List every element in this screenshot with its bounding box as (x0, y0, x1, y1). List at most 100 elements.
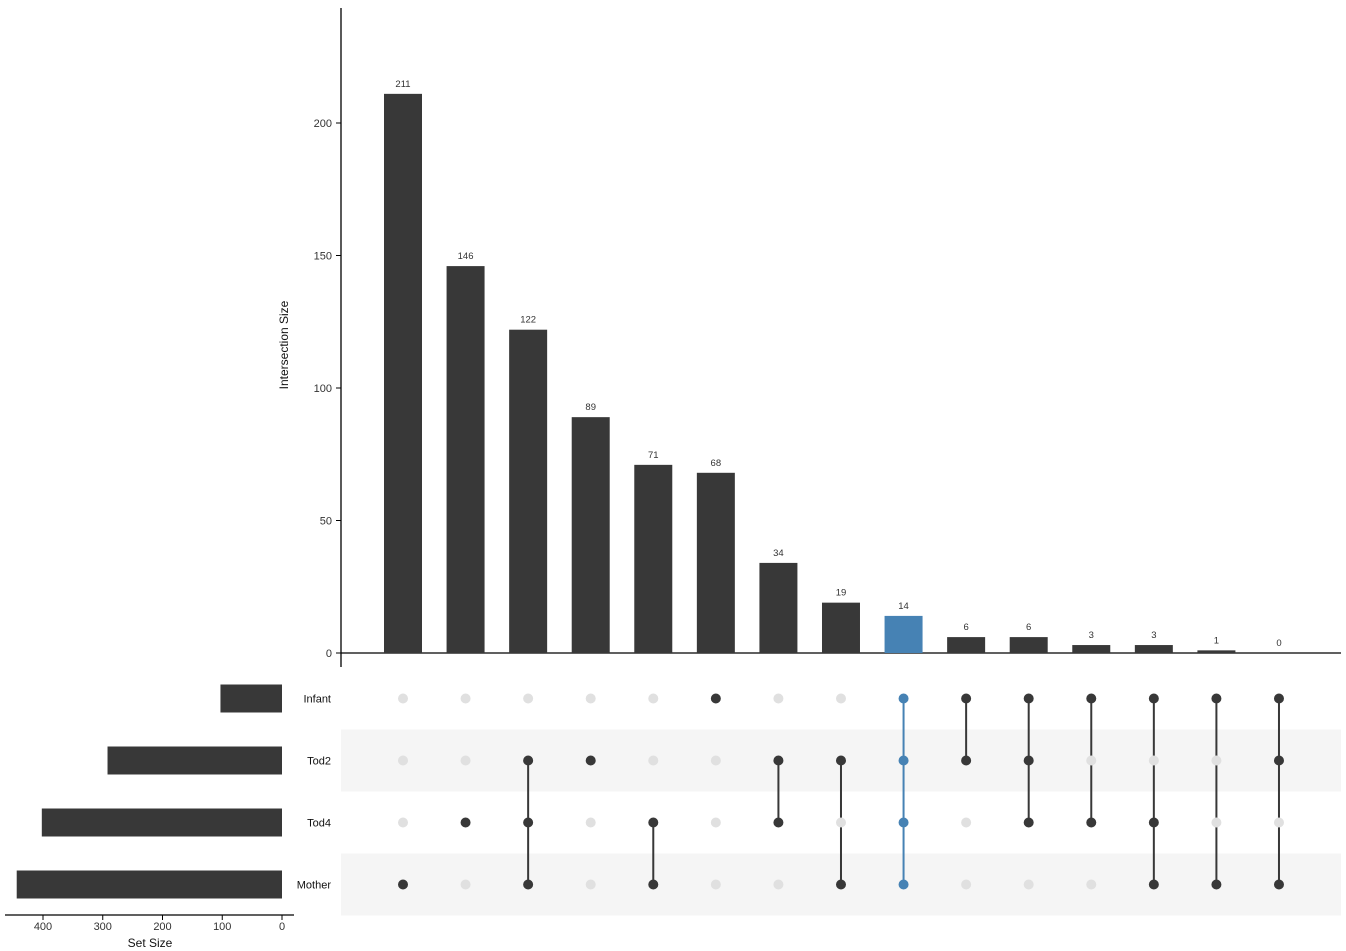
set-name-label: Tod4 (307, 818, 331, 830)
matrix-dot-inactive (961, 817, 972, 828)
matrix-dot-inactive (585, 879, 596, 890)
matrix-dot-inactive (835, 693, 846, 704)
intersection-bar (634, 464, 673, 653)
set-size-tick-label: 200 (153, 921, 171, 933)
matrix-dot-inactive (1273, 817, 1284, 828)
matrix-dot-active (710, 693, 721, 704)
matrix-dot-active (398, 879, 408, 890)
set-size-bar (107, 746, 282, 775)
matrix-dot-inactive (460, 879, 471, 890)
y-tick-label: 100 (314, 383, 332, 395)
y-tick-label: 0 (326, 648, 332, 660)
matrix-dot-inactive (710, 879, 721, 890)
matrix-dot-active (1148, 879, 1159, 890)
matrix-dot-inactive (398, 693, 408, 704)
y-tick-label: 200 (314, 118, 332, 130)
intersection-bars (384, 93, 1236, 654)
bar-value-label: 6 (963, 622, 968, 633)
intersection-bar (1009, 637, 1048, 653)
matrix-dot-inactive (1211, 755, 1222, 766)
set-name-label: Infant (303, 694, 331, 706)
intersection-bar (821, 602, 860, 653)
matrix-dot-inactive (460, 755, 471, 766)
matrix-dot-inactive (773, 879, 784, 890)
y-tick-label: 50 (320, 516, 332, 528)
matrix-dot-active (1273, 879, 1284, 890)
matrix-dot-inactive (1023, 879, 1034, 890)
matrix-dot-active (1273, 693, 1284, 704)
set-size-bar (16, 870, 283, 899)
bar-value-label: 211 (395, 79, 410, 90)
matrix-dot-active (898, 879, 909, 890)
intersection-bar (759, 562, 798, 653)
matrix-dot-active (835, 879, 846, 890)
matrix-dot-inactive (585, 693, 596, 704)
intersection-bar (571, 417, 610, 653)
matrix-dot-inactive (648, 755, 659, 766)
matrix-dot-active (648, 817, 659, 828)
intersection-bar (1072, 645, 1111, 653)
set-name-label: Tod2 (307, 756, 331, 768)
matrix-dot-active (898, 755, 909, 766)
matrix-dot-inactive (398, 755, 408, 766)
matrix-dot-inactive (710, 817, 721, 828)
matrix-dot-active (1211, 693, 1222, 704)
matrix-dot-inactive (835, 817, 846, 828)
set-size-tick-label: 300 (94, 921, 112, 933)
set-size-axis-title: Set Size (128, 936, 173, 950)
set-names: Infant Tod2 Tod4 Mother (297, 694, 332, 892)
matrix-dot-active (1023, 817, 1034, 828)
intersection-bar (446, 266, 485, 653)
matrix-dot-active (460, 817, 471, 828)
set-size-tick-label: 0 (279, 921, 285, 933)
matrix-dot-inactive (460, 693, 471, 704)
set-size-bar (220, 684, 282, 713)
matrix-dot-inactive (710, 755, 721, 766)
matrix-dot-active (1148, 693, 1159, 704)
bar-value-label: 146 (458, 251, 474, 262)
matrix-dot-inactive (585, 817, 596, 828)
y-axis-title: Intersection Size (277, 300, 291, 389)
matrix-dot-inactive (1211, 817, 1222, 828)
bar-value-label: 6 (1026, 622, 1031, 633)
matrix-dot-active (898, 693, 909, 704)
matrix-dot-inactive (961, 879, 972, 890)
intersection-bar (384, 93, 422, 654)
bar-value-label: 71 (648, 450, 659, 461)
bar-value-label: 1 (1214, 635, 1219, 646)
set-size-axis: 400 300 200 100 0 (5, 914, 294, 933)
intersection-bar (696, 472, 735, 653)
bar-value-label: 68 (711, 458, 722, 469)
matrix-dot-active (961, 693, 972, 704)
matrix-dot-active (523, 755, 534, 766)
matrix-dot-active (648, 879, 659, 890)
matrix-dot-active (961, 755, 972, 766)
matrix-dot-inactive (523, 693, 534, 704)
intersection-bar (1134, 645, 1173, 653)
matrix-dot-active (1273, 755, 1284, 766)
bar-value-label: 3 (1151, 630, 1156, 641)
matrix-dot-active (523, 879, 534, 890)
matrix-dot-active (773, 755, 784, 766)
matrix-dot-active (1086, 817, 1097, 828)
matrix-dot-active (898, 817, 909, 828)
bar-value-label: 34 (773, 548, 784, 559)
matrix-dot-inactive (1148, 755, 1159, 766)
matrix-dot-active (1148, 817, 1159, 828)
intersection-bar (509, 329, 548, 653)
matrix-dot-inactive (398, 817, 408, 828)
bar-value-label: 3 (1089, 630, 1094, 641)
set-size-bar (41, 808, 283, 837)
matrix-dot-inactive (1086, 755, 1097, 766)
matrix-dot-active (1023, 693, 1034, 704)
matrix-dot-active (1086, 693, 1097, 704)
intersection-bar (884, 615, 923, 653)
matrix-dot-active (523, 817, 534, 828)
intersection-axis: 0 50 100 150 200 (314, 8, 1341, 667)
bar-value-label: 19 (836, 588, 847, 599)
bar-value-label: 14 (898, 601, 909, 612)
matrix-dot-active (1023, 755, 1034, 766)
y-tick-label: 150 (314, 251, 332, 263)
